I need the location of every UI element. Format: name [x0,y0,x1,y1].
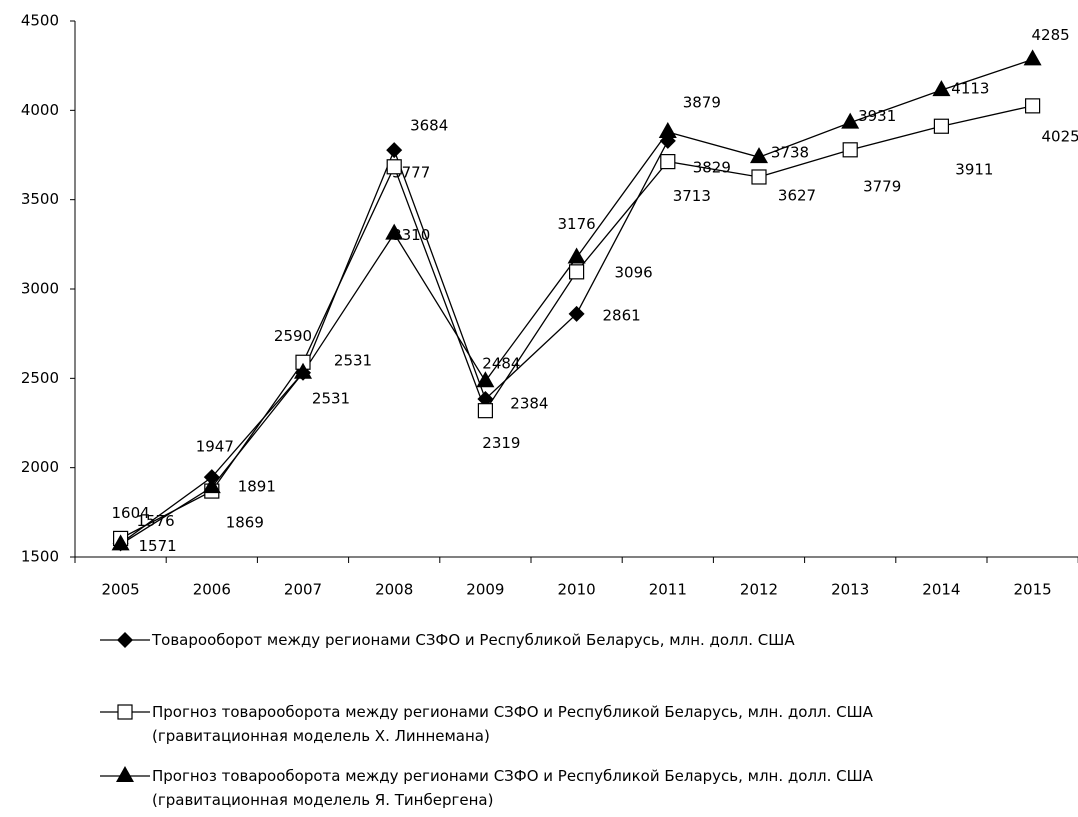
marker-diamond [203,469,220,486]
value-label: 1576 [137,512,175,530]
value-label: 1891 [238,478,276,496]
y-tick-label: 3500 [21,190,59,208]
marker-diamond [568,305,585,322]
y-tick-label: 3000 [21,280,59,298]
marker-triangle [294,362,312,379]
value-label: 2531 [334,351,372,369]
x-tick-label: 2006 [193,581,231,599]
marker-square [568,264,585,280]
value-label: 2484 [482,355,520,373]
y-tick-label: 4000 [21,101,59,119]
value-label: 2319 [482,434,520,452]
x-tick-label: 2013 [831,581,869,599]
marker-triangle [116,766,134,782]
marker-square [117,704,133,720]
marker-diamond [386,142,403,159]
value-label: 3931 [858,107,896,125]
marker-square [386,159,402,175]
legend-label: Прогноз товарооборота между регионами СЗ… [152,767,873,809]
marker-diamond [477,391,494,408]
value-label: 3911 [955,161,993,179]
marker-triangle [476,371,495,388]
y-tick-label: 2000 [21,458,59,476]
value-label: 2531 [312,389,350,407]
value-label: 1571 [139,537,177,555]
value-label: 3829 [693,158,731,176]
marker-triangle [567,247,586,264]
value-label: 1947 [196,438,234,456]
value-label: 2590 [274,327,312,345]
value-label: 3879 [683,93,721,111]
value-label: 3627 [778,186,816,204]
marker-triangle [841,112,860,129]
series-line [120,105,1033,539]
value-label: 4025 [1042,127,1078,145]
marker-triangle [932,80,951,97]
y-tick-label: 1500 [21,548,59,566]
x-tick-label: 2015 [1014,581,1052,599]
marker-square [842,142,858,158]
marker-triangle [1023,49,1042,66]
marker-triangle [111,534,130,551]
value-label: 2384 [510,395,548,413]
value-label: 1604 [112,504,150,522]
legend-label: Товарооборот между регионами СЗФО и Респ… [152,631,795,649]
value-label: 3684 [410,116,448,134]
x-tick-label: 2007 [284,581,322,599]
value-label: 3779 [863,177,901,195]
x-tick-label: 2011 [649,581,687,599]
value-label: 3176 [558,215,596,233]
x-tick-label: 2012 [740,581,778,599]
marker-square [1024,98,1041,114]
series-line [120,58,1033,545]
x-tick-label: 2005 [102,581,140,599]
y-tick-label: 4500 [21,12,59,30]
marker-square [933,118,950,134]
value-label: 3713 [673,187,711,205]
legend-label: Прогноз товарооборота между регионами СЗ… [152,703,873,745]
marker-square [477,403,493,419]
marker-triangle [385,223,404,240]
marker-diamond [117,632,133,648]
series-line [120,140,669,544]
value-label: 1869 [226,514,264,532]
value-label: 3096 [615,263,653,281]
x-tick-label: 2008 [375,581,413,599]
value-label: 3310 [392,226,430,244]
x-tick-label: 2014 [922,581,960,599]
marker-square [660,154,676,170]
x-tick-label: 2010 [558,581,596,599]
value-label: 4113 [951,80,989,98]
marker-triangle [750,147,768,164]
marker-triangle [658,121,677,138]
y-tick-label: 2500 [21,369,59,387]
value-label: 4285 [1032,26,1070,44]
value-label: 3738 [771,144,809,162]
marker-triangle [202,477,221,494]
marker-square [751,169,767,185]
value-label: 2861 [603,306,641,324]
x-tick-label: 2009 [466,581,504,599]
